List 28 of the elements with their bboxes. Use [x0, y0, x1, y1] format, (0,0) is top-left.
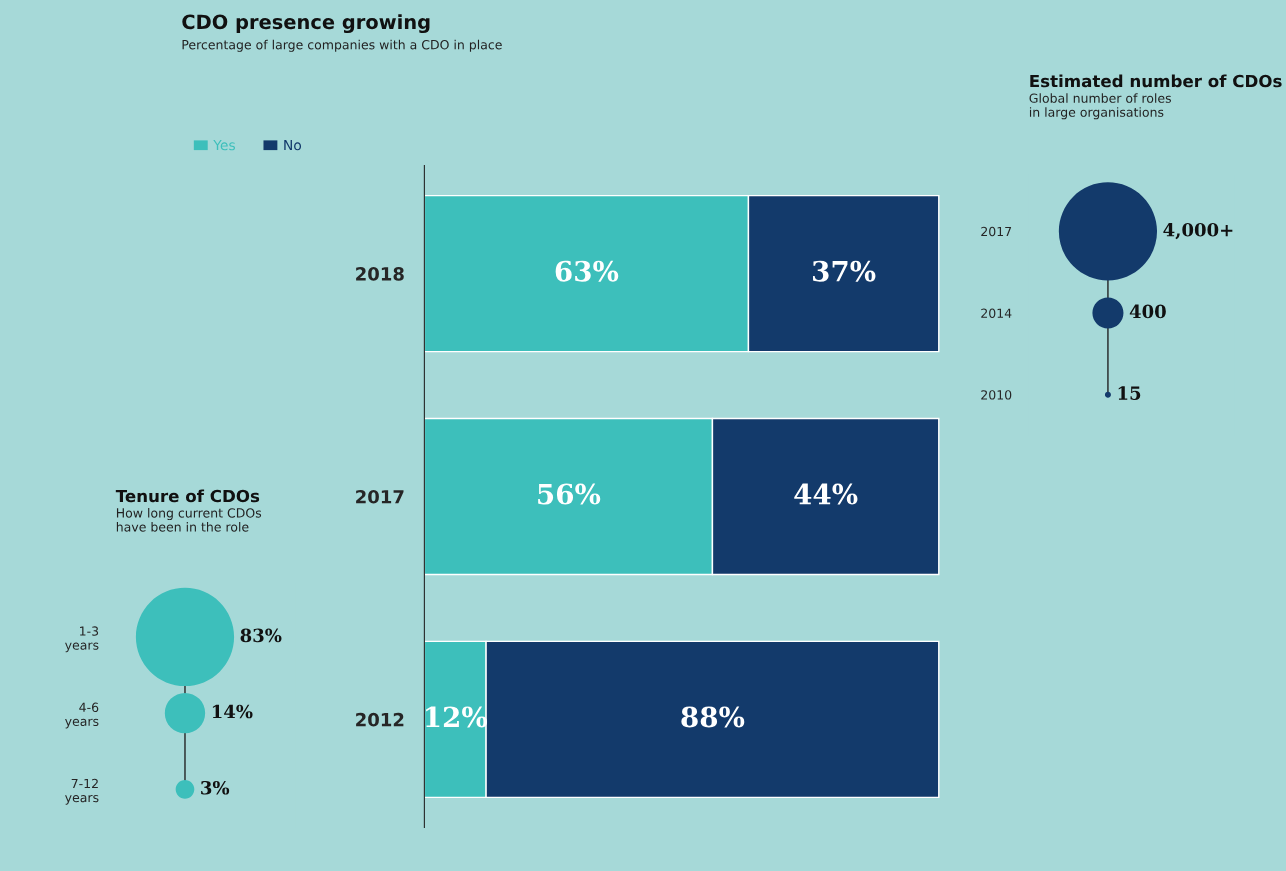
data-label: 37% [813, 260, 876, 282]
y-tick-label: 2017 [356, 489, 404, 504]
data-label: 3% [201, 780, 230, 795]
data-label: 4,000+ [1163, 222, 1233, 240]
chart-subtitle: Percentage of large companies with a CDO in place [182, 39, 502, 52]
data-label: 400 [1129, 304, 1166, 319]
chart-title: CDO presence growing [182, 14, 430, 34]
data-label: 14% [212, 704, 253, 719]
text: No [284, 139, 302, 151]
category-label: 2010 [981, 390, 1012, 400]
data-label: 44% [794, 483, 858, 505]
data-label: 88% [681, 706, 745, 728]
y-tick-label: 2018 [356, 267, 404, 281]
data-label: 15 [1118, 386, 1141, 400]
category-label: 4-6 years [65, 702, 99, 729]
legend-label: Yes [213, 139, 236, 151]
category-label: 7-12 years [65, 778, 99, 805]
category-label: 2017 [981, 226, 1012, 237]
y-tick-label: 2012 [356, 712, 404, 727]
data-label: 63% [555, 260, 619, 282]
data-label: 83% [240, 628, 282, 643]
text: Estimated number of CDOs [1030, 74, 1282, 88]
text: Tenure of CDOs [115, 489, 260, 503]
text: Global number of roles in large organisations [1029, 93, 1171, 120]
category-label: 1-3 years [65, 626, 99, 653]
category-label: 2014 [981, 308, 1012, 318]
text: How long current CDOs have been in the role [116, 507, 262, 532]
data-label: 56% [538, 483, 601, 505]
